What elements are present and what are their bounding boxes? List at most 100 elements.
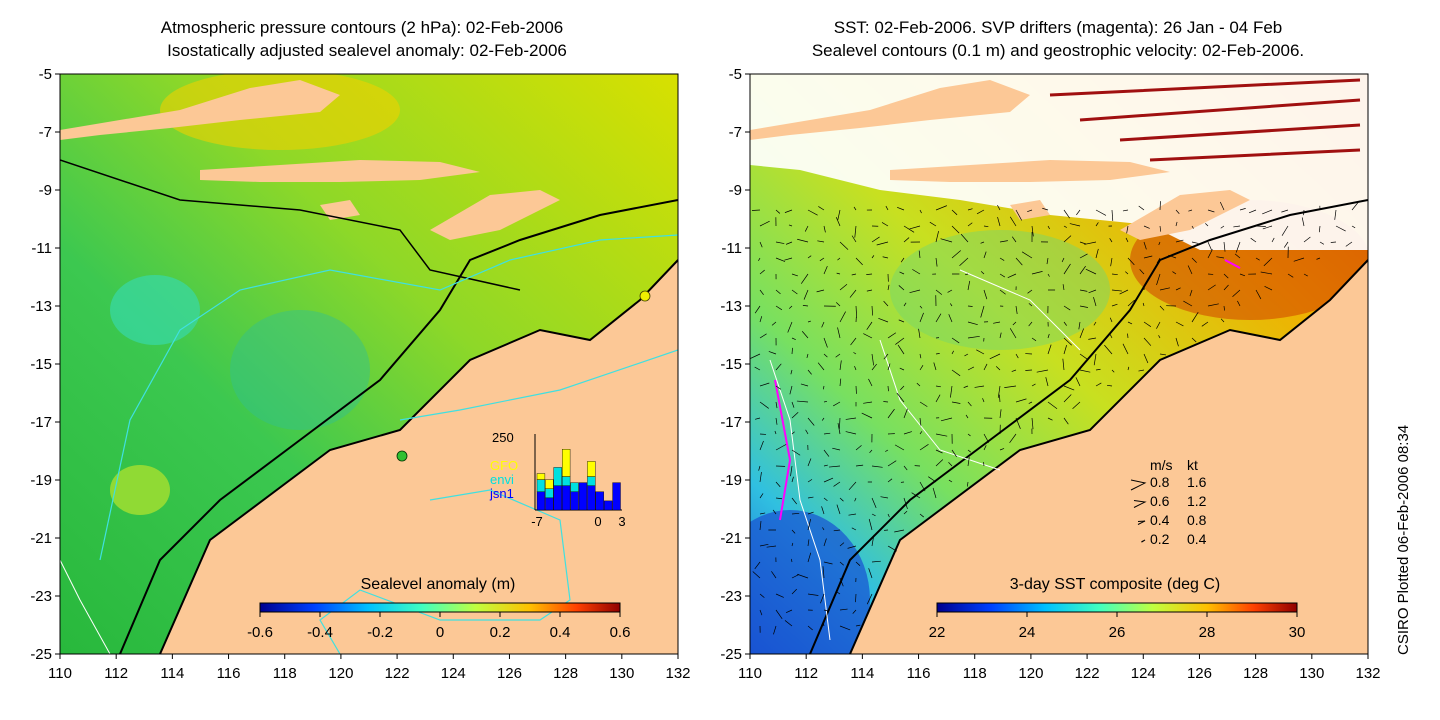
velocity-vector	[1207, 303, 1219, 307]
velocity-vector	[993, 321, 1001, 324]
velocity-vector	[885, 449, 889, 452]
velocity-vector	[871, 534, 875, 547]
velocity-key-ms: 0.2	[1150, 531, 1170, 547]
velocity-vector	[999, 273, 1006, 278]
velocity-vector	[823, 337, 828, 348]
velocity-vector	[1075, 377, 1081, 387]
x-tick-label: 112	[104, 665, 128, 682]
velocity-vector	[935, 394, 941, 403]
velocity-vector	[772, 509, 777, 515]
colorbar-tick-label: -0.6	[247, 624, 273, 641]
velocity-vector	[1191, 257, 1197, 263]
velocity-vector	[1015, 209, 1023, 221]
velocity-vector	[1063, 394, 1072, 403]
velocity-vector	[887, 460, 897, 467]
velocity-vector	[863, 401, 873, 404]
inset-bar-segment	[587, 461, 596, 477]
velocity-vector	[1063, 337, 1072, 346]
velocity-vector	[948, 479, 953, 483]
velocity-vector	[894, 444, 905, 451]
velocity-vector	[775, 385, 782, 390]
velocity-vector	[1122, 209, 1129, 212]
velocity-vector	[1255, 289, 1262, 300]
velocity-vector	[1143, 255, 1153, 259]
velocity-vector	[967, 335, 980, 339]
velocity-vector	[1239, 208, 1246, 211]
colorbar-tick-label: 26	[1109, 624, 1126, 641]
tide-gauge-marker	[396, 450, 408, 462]
velocity-vector	[976, 349, 985, 355]
velocity-vector	[1062, 284, 1065, 291]
velocity-vector	[1088, 289, 1097, 294]
velocity-vector	[983, 225, 989, 228]
velocity-vector	[1069, 223, 1081, 227]
velocity-vector	[836, 591, 841, 595]
velocity-vector	[807, 209, 818, 216]
velocity-vector	[835, 353, 841, 358]
velocity-vector	[1085, 268, 1097, 275]
velocity-vector	[871, 465, 883, 468]
velocity-vector	[1078, 321, 1081, 330]
velocity-vector	[752, 571, 761, 579]
velocity-vector	[919, 401, 928, 407]
velocity-vector	[1223, 305, 1225, 311]
velocity-vector	[791, 542, 794, 547]
velocity-vector	[964, 353, 969, 357]
velocity-vector	[900, 257, 905, 263]
velocity-vector	[817, 362, 825, 371]
velocity-vector	[775, 609, 783, 620]
inset-bar-segment	[587, 476, 596, 486]
velocity-vector	[903, 408, 908, 419]
velocity-vector	[1239, 273, 1246, 277]
velocity-vector	[1143, 241, 1147, 250]
velocity-key-kt: 1.6	[1187, 474, 1207, 490]
inset-ymax-label: 250	[492, 430, 514, 445]
velocity-vector	[967, 449, 972, 453]
velocity-vector	[866, 321, 873, 330]
velocity-vector	[951, 225, 960, 234]
velocity-vector	[851, 235, 857, 243]
velocity-vector	[903, 510, 908, 515]
velocity-vector	[1111, 289, 1123, 292]
velocity-vector	[855, 464, 864, 467]
velocity-key-header-ms: m/s	[1150, 457, 1173, 473]
velocity-vector	[1063, 235, 1072, 243]
x-tick-label: 112	[794, 665, 818, 682]
velocity-vector	[983, 289, 988, 300]
sealevel-contour	[879, 339, 1001, 471]
velocity-vector	[775, 497, 783, 500]
velocity-vector	[800, 383, 809, 387]
velocity-vector	[775, 241, 785, 244]
velocity-vector	[1287, 273, 1294, 278]
x-tick-label: 116	[217, 665, 241, 682]
velocity-vector	[903, 225, 915, 233]
colorbar-tick-label: 0	[436, 624, 444, 641]
velocity-vector	[967, 222, 973, 227]
y-tick-label: -25	[30, 646, 52, 663]
velocity-vector	[1111, 273, 1118, 276]
velocity-vector	[854, 497, 857, 502]
timor-island	[1120, 190, 1250, 240]
velocity-vector	[1237, 300, 1241, 307]
velocity-vector	[887, 408, 895, 419]
velocity-vector	[871, 560, 881, 563]
x-tick-label: 126	[1187, 665, 1212, 682]
velocity-vector	[1201, 321, 1209, 327]
inset-bar-segment	[545, 497, 554, 511]
velocity-vector	[1027, 289, 1033, 294]
velocity-vector	[951, 350, 954, 355]
velocity-vector	[1095, 248, 1099, 259]
australia-landmass	[160, 260, 678, 654]
velocity-vector	[839, 241, 849, 250]
velocity-vector	[759, 220, 770, 227]
velocity-vector	[919, 353, 922, 359]
right-colorbar	[936, 602, 1298, 613]
y-tick-label: -7	[39, 124, 52, 141]
velocity-vector	[967, 366, 975, 371]
colorbar-tick-label: -0.2	[367, 624, 393, 641]
velocity-vector	[935, 289, 943, 295]
velocity-vector	[1063, 417, 1069, 425]
velocity-vector	[882, 256, 889, 259]
right-map-area	[750, 74, 1368, 654]
velocity-vector	[775, 481, 781, 488]
